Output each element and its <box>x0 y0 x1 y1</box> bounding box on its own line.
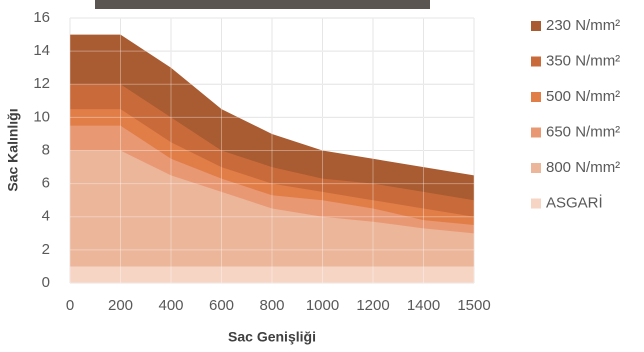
legend-label: 230 N/mm² <box>546 17 620 34</box>
area <box>70 150 474 283</box>
legend-swatch <box>531 56 541 67</box>
legend-label: 800 N/mm² <box>546 159 620 176</box>
y-tick-label: 12 <box>33 75 50 92</box>
legend-label: ASGARİ <box>546 193 603 211</box>
x-tick-label: 1000 <box>306 297 339 314</box>
y-tick-label: 6 <box>42 175 50 192</box>
y-tick-label: 2 <box>42 241 50 258</box>
x-tick-label: 1400 <box>407 297 440 314</box>
x-tick-label: 0 <box>66 297 74 314</box>
x-tick-label: 800 <box>259 297 284 314</box>
legend-swatch <box>531 198 541 209</box>
x-tick-label: 400 <box>158 297 183 314</box>
photo-strip <box>95 0 430 9</box>
x-axis-title: Sac Genişliği <box>228 329 316 345</box>
x-tick-label: 1500 <box>457 297 490 314</box>
y-tick-label: 14 <box>33 42 50 59</box>
x-tick-label: 200 <box>108 297 133 314</box>
legend-swatch <box>531 163 541 173</box>
legend-label: 500 N/mm² <box>546 88 620 105</box>
legend-swatch <box>531 21 541 31</box>
x-tick-label: 600 <box>209 297 234 314</box>
x-tick-label: 1200 <box>356 297 389 314</box>
y-tick-label: 10 <box>33 108 50 125</box>
legend-label: 650 N/mm² <box>546 123 620 140</box>
legend-swatch <box>531 127 541 138</box>
y-tick-label: 16 <box>33 9 50 26</box>
area <box>70 266 474 283</box>
legend-label: 350 N/mm² <box>546 52 620 69</box>
y-tick-label: 0 <box>42 274 50 291</box>
y-tick-label: 4 <box>42 208 50 225</box>
y-axis-title: Sac Kalınlığı <box>5 108 21 191</box>
legend-swatch <box>531 92 541 102</box>
y-tick-label: 8 <box>42 141 50 158</box>
